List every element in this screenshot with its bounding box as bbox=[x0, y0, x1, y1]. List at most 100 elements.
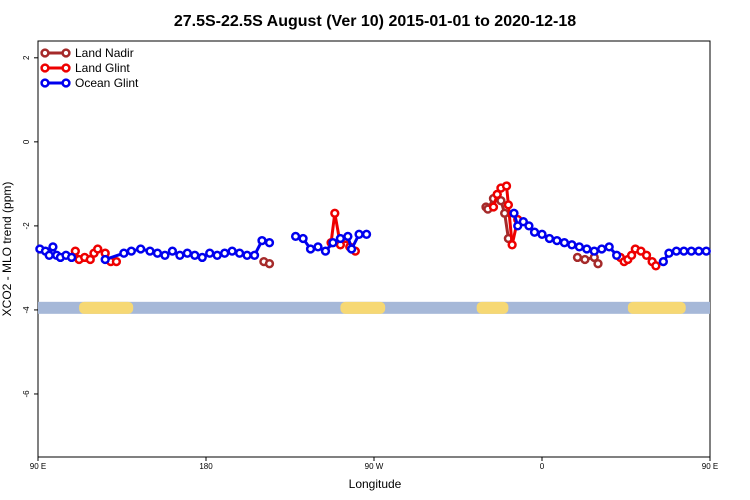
legend-marker-left-1 bbox=[40, 63, 50, 73]
series-1-point-20 bbox=[507, 240, 517, 250]
series-2-point-52 bbox=[589, 246, 599, 256]
series-1-point-8 bbox=[111, 256, 122, 267]
x-tick-label-0: 90 E bbox=[30, 462, 46, 471]
land-ocean-mask bbox=[38, 301, 710, 314]
series-2-point-45 bbox=[537, 229, 547, 239]
series-2-point-46 bbox=[544, 233, 555, 244]
series-2-point-49 bbox=[567, 240, 577, 250]
series-2-point-14 bbox=[160, 250, 170, 260]
series-2-point-56 bbox=[658, 256, 668, 267]
series-1-point-19 bbox=[503, 200, 514, 210]
series-2-point-44 bbox=[529, 227, 540, 237]
series-layer bbox=[35, 181, 711, 271]
series-2-point-16 bbox=[175, 250, 185, 260]
series-2-point-61 bbox=[694, 246, 704, 256]
series-2-point-22 bbox=[220, 248, 230, 258]
series-2-point-3 bbox=[48, 242, 58, 252]
series-2-point-31 bbox=[305, 244, 316, 254]
series-2-point-43 bbox=[524, 221, 534, 231]
x-tick-label-3: 0 bbox=[540, 462, 545, 471]
series-2-point-27 bbox=[257, 235, 267, 246]
series-2-point-21 bbox=[212, 250, 222, 260]
series-2-point-26 bbox=[249, 250, 260, 260]
series-1-point-5 bbox=[93, 244, 103, 254]
series-2-point-40 bbox=[509, 208, 519, 218]
series-2-point-48 bbox=[559, 238, 570, 248]
series-2-point-38 bbox=[354, 229, 364, 239]
series-2-point-18 bbox=[190, 250, 200, 260]
series-2-point-8 bbox=[100, 254, 110, 265]
series-2-point-58 bbox=[671, 246, 682, 256]
series-2-point-12 bbox=[145, 246, 155, 256]
series-2-point-28 bbox=[264, 238, 275, 248]
y-tick-label-4: -6 bbox=[22, 390, 31, 398]
series-2-point-32 bbox=[313, 242, 323, 252]
series-2-point-60 bbox=[686, 246, 696, 256]
y-tick-label-3: -4 bbox=[22, 306, 31, 314]
series-1-point-30 bbox=[651, 261, 661, 271]
land-segment-3 bbox=[627, 301, 686, 314]
chart-title: 27.5S-22.5S August (Ver 10) 2015-01-01 t… bbox=[174, 13, 576, 30]
series-2-point-39 bbox=[361, 229, 372, 239]
series-0-point-6 bbox=[496, 196, 506, 206]
series-1-point-15 bbox=[488, 202, 499, 212]
series-2-point-9 bbox=[119, 248, 129, 258]
legend-marker-right-1 bbox=[61, 63, 71, 73]
x-axis-label: Longitude bbox=[349, 477, 402, 491]
series-2-point-2 bbox=[44, 250, 54, 260]
series-2-point-33 bbox=[320, 246, 331, 256]
series-2-point-59 bbox=[679, 246, 689, 256]
series-2-point-62 bbox=[701, 246, 711, 256]
series-2-point-25 bbox=[242, 250, 252, 260]
axes: 90 E 180 90 W 0 90 E 2 0 -2 -4 -6 bbox=[22, 55, 718, 471]
series-2-point-29 bbox=[290, 231, 301, 242]
series-2-point-7 bbox=[66, 252, 77, 263]
legend-marker-left-0 bbox=[40, 48, 50, 58]
series-2-point-53 bbox=[597, 244, 607, 254]
series-2-point-20 bbox=[205, 248, 215, 258]
legend-marker-left-2 bbox=[40, 78, 50, 88]
series-2-point-24 bbox=[234, 248, 245, 258]
series-2-point-30 bbox=[298, 233, 308, 244]
land-segment-2 bbox=[476, 301, 509, 314]
series-1-point-25 bbox=[626, 250, 637, 260]
series-2 bbox=[35, 208, 711, 267]
series-0-point-12 bbox=[593, 259, 603, 269]
series-0-point-9 bbox=[572, 252, 583, 263]
x-tick-label-4: 90 E bbox=[702, 462, 718, 471]
series-1-point-28 bbox=[641, 250, 652, 260]
series-1-point-10 bbox=[330, 208, 340, 218]
legend-marker-right-0 bbox=[61, 48, 71, 58]
legend-label-2: Ocean Glint bbox=[75, 76, 139, 90]
series-0-point-7 bbox=[500, 208, 510, 218]
legend-marker-right-2 bbox=[61, 78, 71, 88]
series-2-point-34 bbox=[328, 238, 338, 248]
series-2-point-13 bbox=[152, 248, 163, 258]
land-segment-1 bbox=[340, 301, 386, 314]
x-tick-label-2: 90 W bbox=[365, 462, 384, 471]
y-tick-label-1: 0 bbox=[22, 139, 31, 144]
y-axis-label: XCO2 - MLO trend (ppm) bbox=[0, 182, 14, 317]
series-0 bbox=[259, 189, 603, 269]
y-tick-label-2: -2 bbox=[22, 222, 31, 230]
legend-label-1: Land Glint bbox=[75, 61, 130, 75]
series-1-point-3 bbox=[85, 254, 95, 265]
series-2-point-55 bbox=[612, 250, 622, 260]
series-2-point-51 bbox=[582, 244, 592, 254]
legend-label-0: Land Nadir bbox=[75, 46, 134, 60]
series-0-point-1 bbox=[264, 259, 275, 269]
y-tick-label-0: 2 bbox=[22, 55, 31, 60]
series-2-point-54 bbox=[604, 242, 614, 252]
land-segment-0 bbox=[79, 301, 134, 314]
series-2-point-50 bbox=[574, 242, 584, 252]
series-0-point-10 bbox=[580, 254, 590, 265]
series-2-point-35 bbox=[335, 233, 346, 244]
series-1-point-16 bbox=[492, 189, 502, 200]
series-2-point-17 bbox=[182, 248, 192, 258]
series-1-segment bbox=[506, 204, 514, 245]
series-2-point-15 bbox=[167, 246, 178, 256]
series-2-point-37 bbox=[346, 244, 357, 254]
series-2-point-23 bbox=[227, 246, 237, 256]
